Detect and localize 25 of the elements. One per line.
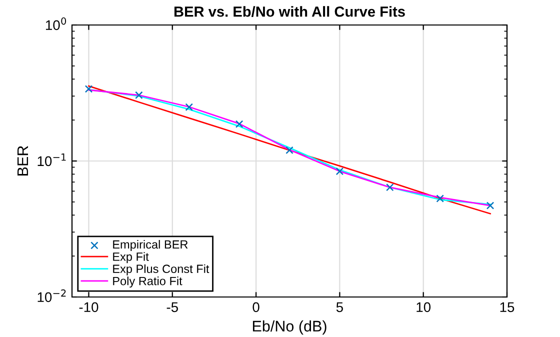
point: [84, 85, 93, 93]
legend-label: Poly Ratio Fit: [113, 276, 182, 288]
point: [286, 146, 294, 154]
legend-label: Exp Plus Const Fit: [113, 264, 210, 276]
x-tick-label: 10: [416, 302, 431, 312]
y-tick-label: 10$^{−2}$: [38, 289, 66, 302]
point: [486, 202, 494, 210]
y-axis-title: BER: [17, 146, 28, 176]
x-tick-label: -5: [166, 302, 178, 312]
point: [135, 91, 143, 100]
x-tick-label: 0: [252, 302, 260, 312]
legend-label: Exp Fit: [113, 252, 149, 264]
point: [436, 194, 444, 202]
x-tick-label: 5: [336, 302, 343, 312]
y-tick-label: 10$^{0}$: [46, 17, 66, 30]
point: [336, 167, 344, 176]
chart-title: BER vs. Eb/No with All Curve Fits: [174, 6, 405, 17]
y-tick-label: 10$^{−1}$: [38, 154, 66, 166]
point: [185, 103, 193, 111]
x-tick-label: -10: [79, 302, 98, 312]
point: [386, 183, 394, 192]
point: [235, 120, 244, 128]
x-tick-label: 15: [500, 302, 514, 312]
x-axis-title: Eb/No (dB): [252, 320, 326, 335]
legend-label: Empirical BER: [113, 240, 188, 251]
